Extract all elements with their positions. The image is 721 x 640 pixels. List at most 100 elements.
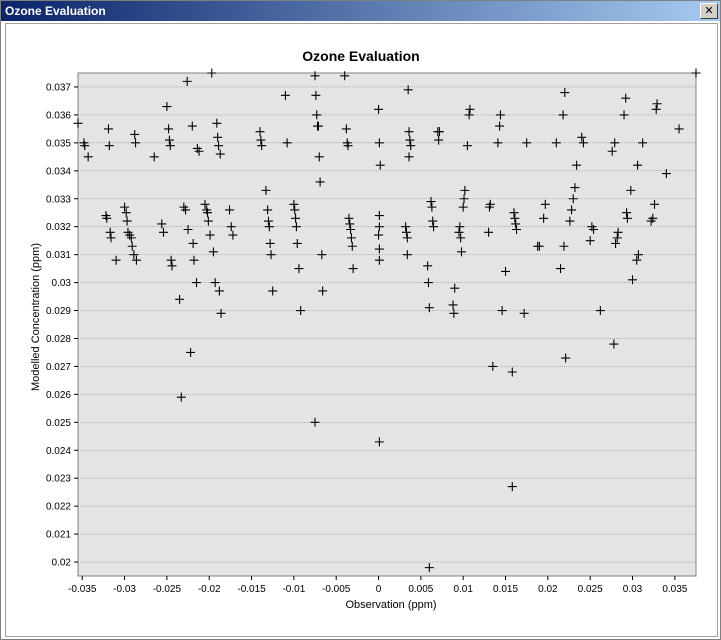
data-point	[450, 283, 460, 293]
data-point	[291, 213, 301, 223]
data-point	[348, 264, 358, 274]
x-axis-ticks: -0.035 -0.03 -0.025 -0.02 -0.015 -0.01 -0.005 0…	[68, 576, 688, 595]
data-point	[401, 222, 411, 232]
data-point	[131, 255, 141, 265]
data-point	[622, 208, 632, 218]
y-tick-label: 0.029	[46, 306, 71, 317]
y-tick-label: 0.021	[46, 530, 71, 541]
data-point	[80, 141, 90, 151]
data-point	[485, 199, 495, 209]
data-point	[311, 90, 321, 100]
data-point	[632, 255, 642, 265]
y-tick-label: 0.028	[46, 334, 71, 345]
data-point	[374, 138, 384, 148]
data-point	[176, 392, 186, 402]
data-point	[164, 135, 174, 145]
data-point	[622, 213, 632, 223]
data-point	[448, 300, 458, 310]
data-point	[149, 152, 159, 162]
x-tick-label: -0.025	[153, 584, 182, 595]
data-point	[83, 152, 93, 162]
data-point	[130, 129, 140, 139]
data-point	[426, 197, 436, 207]
data-point	[406, 141, 416, 151]
x-tick-label: 0.005	[408, 584, 433, 595]
data-point	[312, 110, 322, 120]
data-point	[455, 222, 465, 232]
x-tick-label: -0.02	[198, 584, 221, 595]
data-point	[104, 141, 114, 151]
data-point	[102, 213, 112, 223]
y-tick-label: 0.027	[46, 362, 71, 373]
data-point	[346, 224, 356, 234]
data-point	[165, 141, 175, 151]
data-point	[428, 216, 438, 226]
data-point	[257, 141, 267, 151]
data-point	[488, 361, 498, 371]
data-point	[268, 286, 278, 296]
data-point	[345, 219, 355, 229]
y-tick-label: 0.03	[52, 278, 72, 289]
scatter-chart: Ozone Evaluation 0.020.0210.0220.0230.02…	[30, 48, 701, 611]
data-point	[404, 152, 414, 162]
data-point	[534, 241, 544, 251]
data-point	[105, 227, 115, 237]
data-point	[495, 121, 505, 131]
data-point	[157, 219, 167, 229]
title-bar[interactable]: Ozone Evaluation ✕	[1, 1, 720, 21]
data-point	[159, 227, 169, 237]
data-point	[648, 213, 658, 223]
data-point	[214, 141, 224, 151]
data-point	[427, 202, 437, 212]
data-point	[280, 90, 290, 100]
data-point	[187, 121, 197, 131]
data-point	[561, 353, 571, 363]
data-point	[292, 238, 302, 248]
data-point	[255, 127, 265, 137]
data-point	[189, 255, 199, 265]
data-point	[434, 135, 444, 145]
y-tick-label: 0.037	[46, 82, 71, 93]
data-point	[317, 250, 327, 260]
data-point	[454, 227, 464, 237]
data-point	[374, 230, 384, 240]
data-point	[162, 102, 172, 112]
data-point	[282, 138, 292, 148]
data-point	[261, 185, 271, 195]
data-point	[638, 138, 648, 148]
data-point	[458, 202, 468, 212]
data-point	[619, 110, 629, 120]
data-point	[164, 124, 174, 134]
close-button[interactable]: ✕	[700, 3, 718, 19]
data-point	[131, 138, 141, 148]
data-point	[318, 286, 328, 296]
data-point	[565, 216, 575, 226]
data-point	[212, 118, 222, 128]
data-point	[73, 118, 83, 128]
data-point	[127, 241, 137, 251]
y-tick-label: 0.02	[52, 558, 72, 569]
data-point	[568, 194, 578, 204]
x-tick-label: 0.015	[493, 584, 518, 595]
data-point	[346, 233, 356, 243]
data-point	[263, 216, 273, 226]
data-point	[188, 238, 198, 248]
data-point	[507, 482, 517, 492]
data-points	[73, 68, 701, 573]
data-point	[621, 93, 631, 103]
data-point	[129, 250, 139, 260]
data-point	[501, 266, 511, 276]
data-point	[493, 138, 503, 148]
data-point	[126, 233, 136, 243]
data-point	[612, 233, 622, 243]
close-icon: ✕	[704, 4, 714, 17]
data-point	[341, 124, 351, 134]
data-point	[215, 149, 225, 159]
data-point	[225, 205, 235, 215]
data-point	[539, 213, 549, 223]
data-point	[167, 261, 177, 271]
data-point	[560, 88, 570, 98]
data-point	[613, 227, 623, 237]
data-point	[347, 241, 357, 251]
